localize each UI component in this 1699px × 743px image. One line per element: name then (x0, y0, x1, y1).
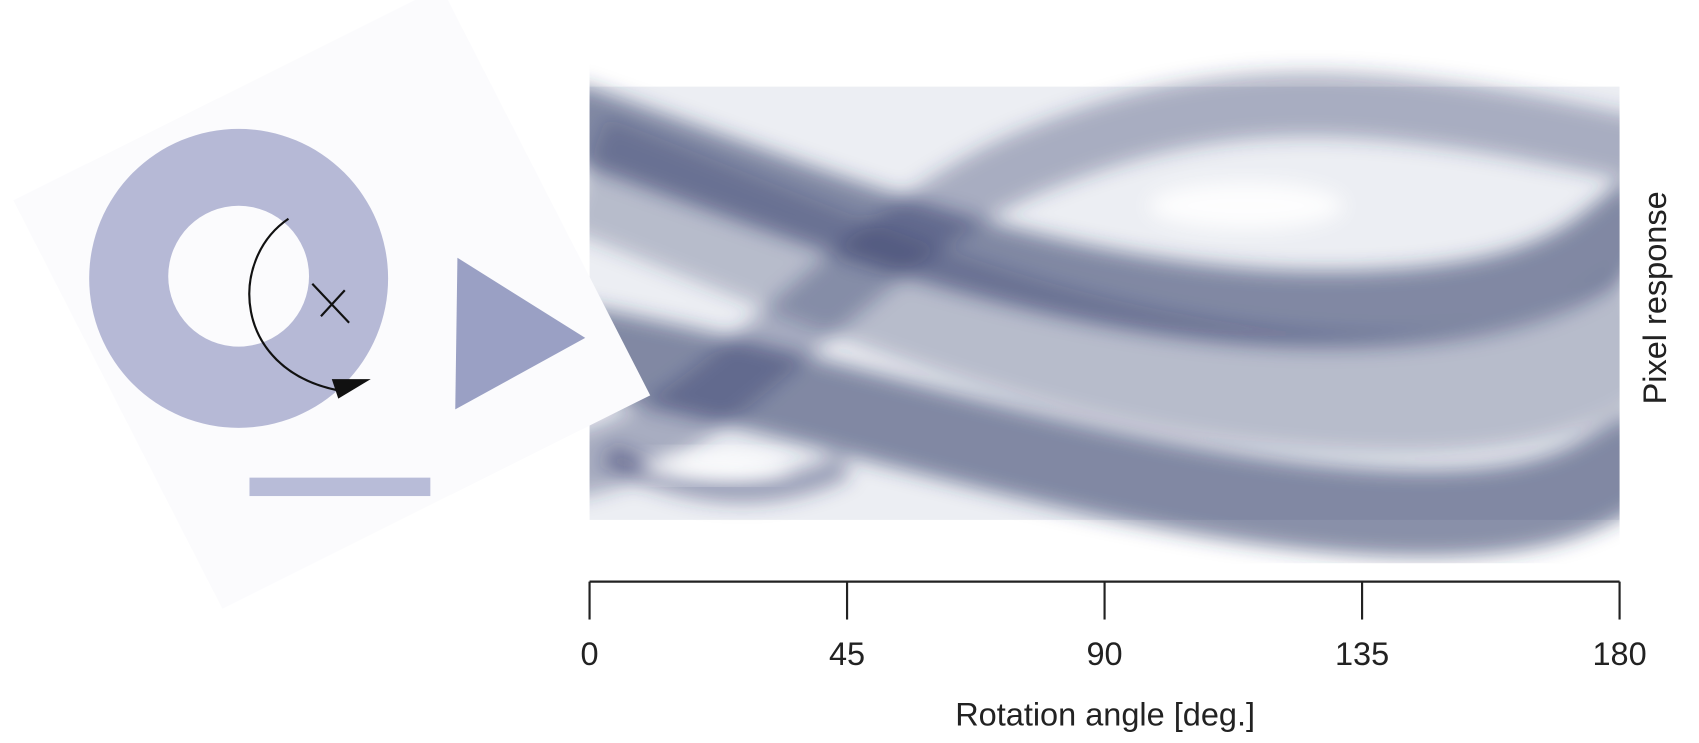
gap (639, 452, 792, 479)
x-tick-label: 135 (1335, 636, 1389, 672)
sinogram-image (589, 71, 1620, 557)
x-tick-label: 0 (581, 636, 599, 672)
object-panel (13, 0, 651, 609)
triangle (455, 257, 586, 410)
band (589, 71, 1620, 495)
band (589, 117, 1620, 454)
bar-shape (249, 477, 431, 497)
annulus-hole (168, 205, 310, 347)
gap (1148, 181, 1344, 230)
band (589, 307, 1620, 557)
sinogram-bands (589, 71, 1620, 557)
x-tick-label: 180 (1592, 636, 1646, 672)
x-axis-label: Rotation angle [deg.] (955, 697, 1255, 733)
arrow-head (331, 379, 371, 399)
rotation-arrow (248, 217, 337, 391)
x-tick-label: 90 (1086, 636, 1122, 672)
x-tick-label: 45 (829, 636, 865, 672)
rotation-center (311, 283, 350, 324)
band (601, 444, 851, 502)
y-axis-label: Pixel response (1637, 191, 1673, 404)
